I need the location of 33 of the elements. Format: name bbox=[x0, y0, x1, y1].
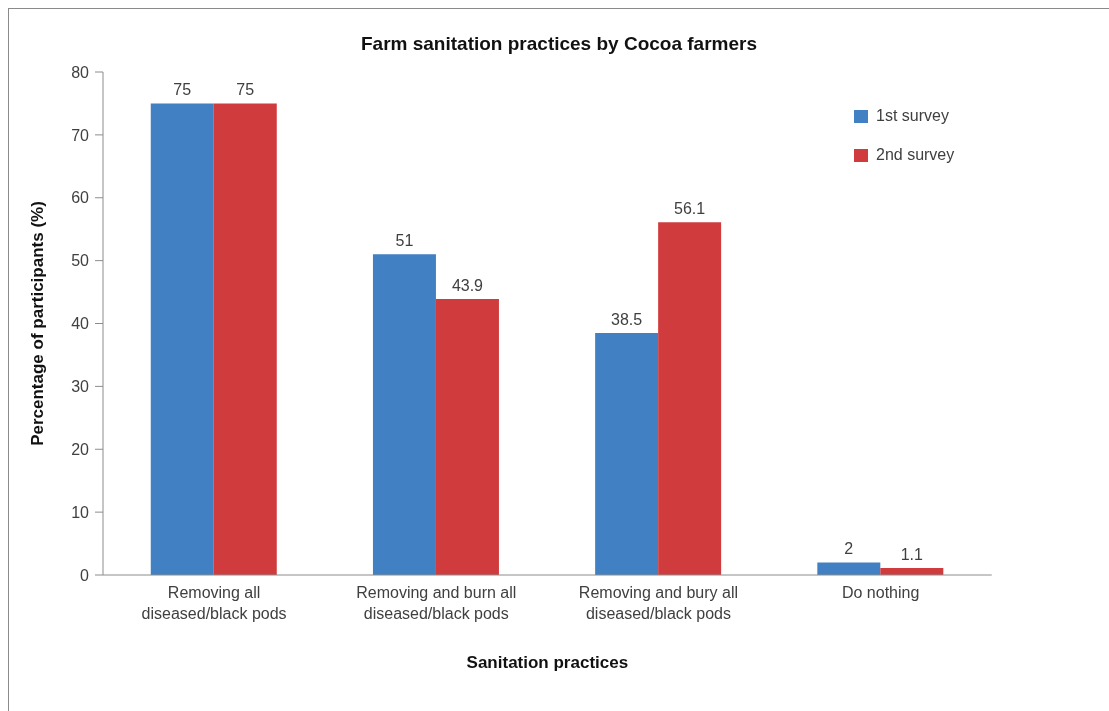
y-tick-label: 20 bbox=[71, 440, 90, 458]
bar bbox=[817, 562, 881, 575]
y-tick-label: 40 bbox=[71, 315, 90, 333]
x-axis-title: Sanitation practices bbox=[466, 653, 629, 672]
bar bbox=[435, 298, 499, 575]
data-label: 56.1 bbox=[674, 200, 706, 218]
y-tick-label: 70 bbox=[71, 126, 90, 144]
x-tick-label: Removing all diseased/black pods bbox=[141, 584, 287, 623]
y-tick-label: 50 bbox=[71, 252, 90, 270]
y-tick-label: 10 bbox=[71, 503, 90, 521]
legend-label: 2nd survey bbox=[876, 146, 955, 164]
legend-label: 1st survey bbox=[876, 107, 949, 125]
y-tick-label: 60 bbox=[71, 189, 90, 207]
y-tick-label: 80 bbox=[71, 63, 90, 81]
bar bbox=[595, 332, 659, 575]
y-axis-title: Percentage of participants (%) bbox=[28, 201, 48, 446]
bar bbox=[372, 254, 436, 575]
bar bbox=[658, 222, 722, 575]
x-tick-label: Removing and burn all diseased/black pods bbox=[356, 584, 517, 623]
data-label: 38.5 bbox=[611, 310, 643, 328]
x-tick-label: Do nothing bbox=[841, 584, 920, 602]
data-label: 75 bbox=[173, 81, 192, 99]
data-label: 2 bbox=[844, 540, 854, 558]
y-tick-label: 30 bbox=[71, 378, 90, 396]
data-label: 51 bbox=[395, 232, 414, 250]
data-label: 75 bbox=[236, 81, 255, 99]
bar bbox=[213, 103, 277, 575]
x-tick-label: Removing and bury all diseased/black pods bbox=[578, 584, 739, 623]
chart-title: Farm sanitation practices by Cocoa farmers bbox=[360, 33, 758, 55]
data-label: 1.1 bbox=[900, 546, 924, 564]
bar bbox=[150, 103, 214, 575]
data-label: 43.9 bbox=[451, 276, 484, 294]
y-tick-label: 0 bbox=[80, 566, 90, 584]
